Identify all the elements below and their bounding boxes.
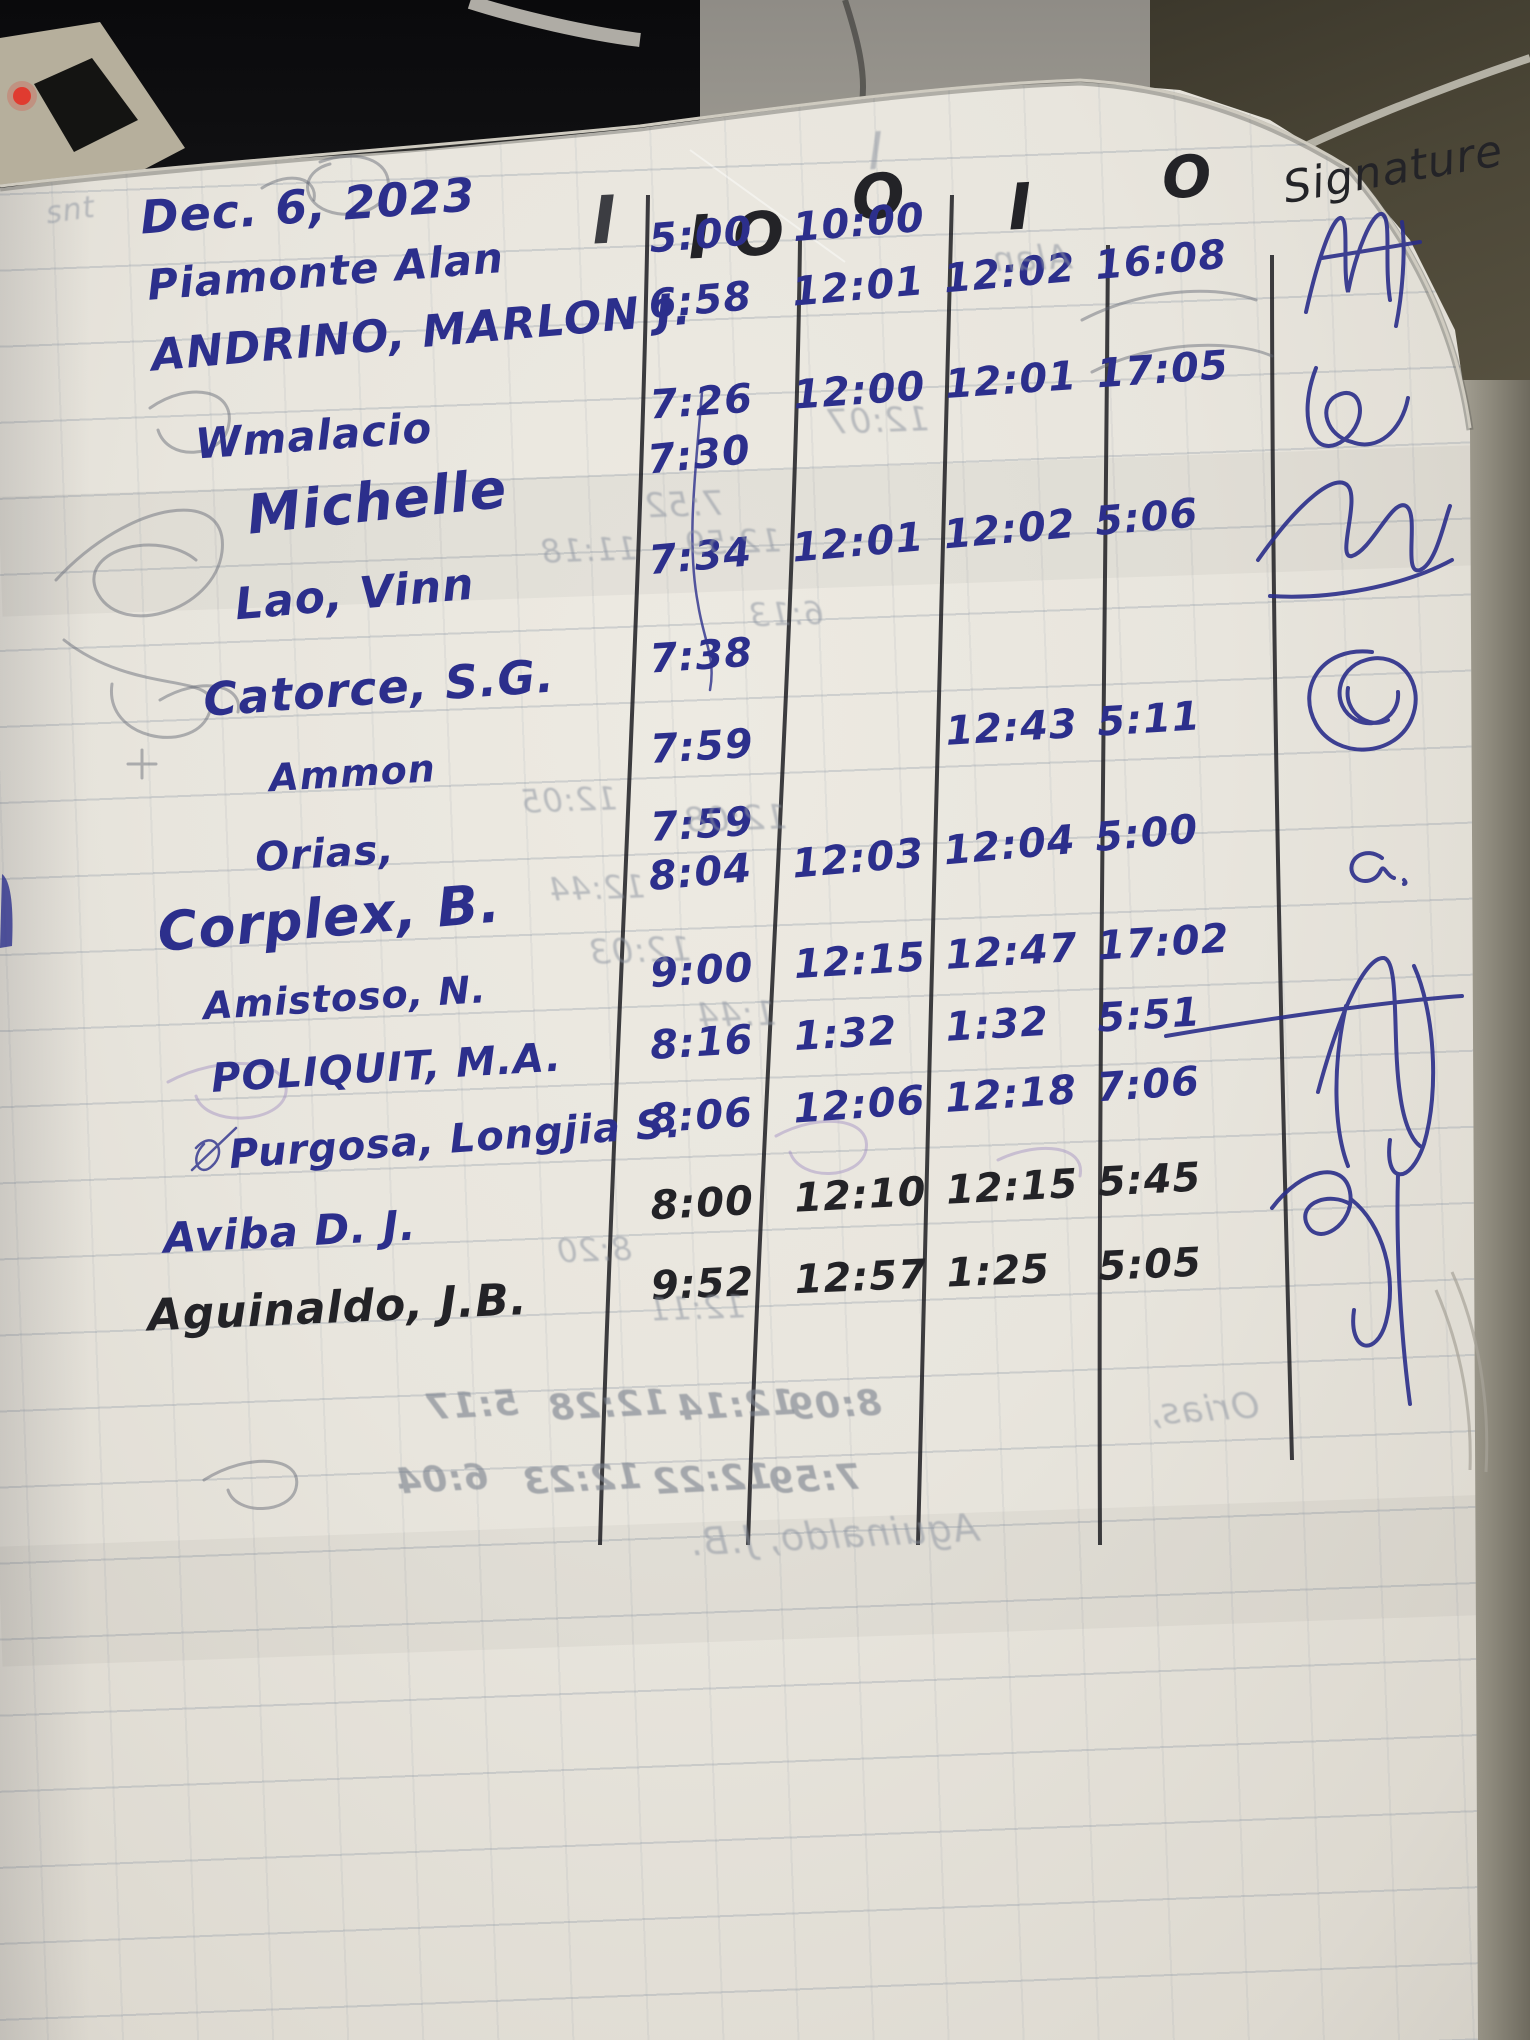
time-cell: 8:06	[648, 1089, 755, 1143]
ghost-text: 12:03	[587, 929, 692, 973]
ghost-text: 6:13	[747, 593, 825, 635]
time-cell: 5:11	[1095, 693, 1203, 746]
time-cell: 12:01	[790, 514, 927, 572]
bleed-time: 5:17	[423, 1382, 520, 1429]
device-screen	[34, 58, 138, 152]
time-cell: 1:32	[792, 1007, 899, 1061]
time-cell: 12:06	[791, 1077, 928, 1133]
pen-stray-marks	[190, 390, 713, 1172]
ghost-text: 12:05	[519, 779, 618, 821]
column-rule-lines	[598, 194, 1294, 1546]
ghost-text: 12:59	[683, 521, 782, 563]
led-glow	[7, 81, 37, 111]
margin-ink-smudge	[0, 874, 13, 948]
time-cell: 12:57	[793, 1251, 928, 1304]
worker-name: Aguinaldo, J.B.	[146, 1273, 529, 1342]
lavender-bleed-scribbles	[166, 1061, 1082, 1178]
time-cell: 12:10	[793, 1168, 928, 1222]
ghost-text: 12:07	[825, 399, 930, 443]
time-cell: 12:18	[943, 1066, 1079, 1123]
bleed-time: 12:23	[520, 1455, 643, 1504]
time-cell: 8:00	[649, 1177, 756, 1230]
bleed-time: 12:22	[650, 1455, 773, 1504]
cable-dark	[842, 0, 867, 103]
time-cell: 16:08	[1093, 231, 1229, 290]
bleed-name-ghost: Orias,	[1146, 1385, 1261, 1434]
worker-name: Wmalacio	[193, 403, 434, 469]
time-cell: 12:15	[944, 1160, 1080, 1214]
ghost-text: 1:44	[695, 993, 778, 1037]
worker-name: Ammon	[267, 746, 437, 801]
time-cell: 17:02	[1095, 915, 1231, 970]
time-cell: 12:43	[944, 700, 1080, 755]
time-cell: 5:06	[1093, 490, 1201, 546]
bleed-time: 12:28	[546, 1381, 669, 1430]
time-cell: 7:59	[648, 720, 755, 773]
time-cell: 7:38	[648, 629, 755, 683]
page-curl-lines	[1434, 1271, 1489, 1473]
ghost-text: 11:18	[539, 529, 638, 571]
time-cell: 5:00	[647, 208, 755, 263]
page-scratch	[689, 149, 846, 263]
pencil-scribbles	[54, 154, 1274, 1510]
bleed-time: 7:59	[766, 1456, 863, 1503]
worker-name: Orias,	[253, 826, 396, 882]
ghost-text: 12:44	[547, 867, 646, 909]
cable	[467, 0, 641, 47]
ghost-text: Alan	[991, 237, 1072, 281]
time-cell: 7:06	[1095, 1058, 1202, 1112]
time-cell: 1:25	[945, 1246, 1052, 1297]
time-cell: 12:01	[790, 258, 927, 316]
ghost-text: 8:20	[555, 1229, 633, 1271]
time-cell: 5:45	[1096, 1154, 1203, 1206]
worker-name: Amistoso, N.	[201, 967, 488, 1029]
time-cell: 12:02	[941, 500, 1078, 559]
bleed-time: 6:04	[393, 1456, 490, 1503]
page-shade	[0, 180, 90, 2040]
time-cell: 5:05	[1097, 1239, 1203, 1290]
signature-scribbles	[1164, 212, 1464, 1406]
bleed-time: 8:09	[786, 1382, 883, 1429]
ghost-text: 12:08	[683, 797, 788, 841]
bleed-time: 12:14	[674, 1381, 797, 1430]
led-indicator	[13, 87, 31, 105]
time-cell: 12:03	[790, 830, 927, 888]
time-cell: 7:26	[648, 375, 755, 429]
time-cell: 10:00	[791, 194, 927, 252]
time-cell: 12:04	[941, 816, 1078, 875]
corner-scribble: snt	[43, 189, 98, 232]
time-cell: 12:15	[792, 934, 928, 989]
time-cell: 1:32	[944, 998, 1051, 1051]
ghost-text: 12:11	[647, 1287, 746, 1329]
time-cell: 6:58	[646, 273, 754, 329]
worker-name: Aviba D. J.	[162, 1200, 418, 1263]
time-cell: 5:51	[1095, 989, 1203, 1042]
time-cell: 12:47	[944, 924, 1080, 979]
ghost-text: 7:52	[643, 483, 726, 527]
time-cell: 5:00	[1093, 806, 1201, 862]
time-cell: 8:04	[646, 845, 754, 901]
